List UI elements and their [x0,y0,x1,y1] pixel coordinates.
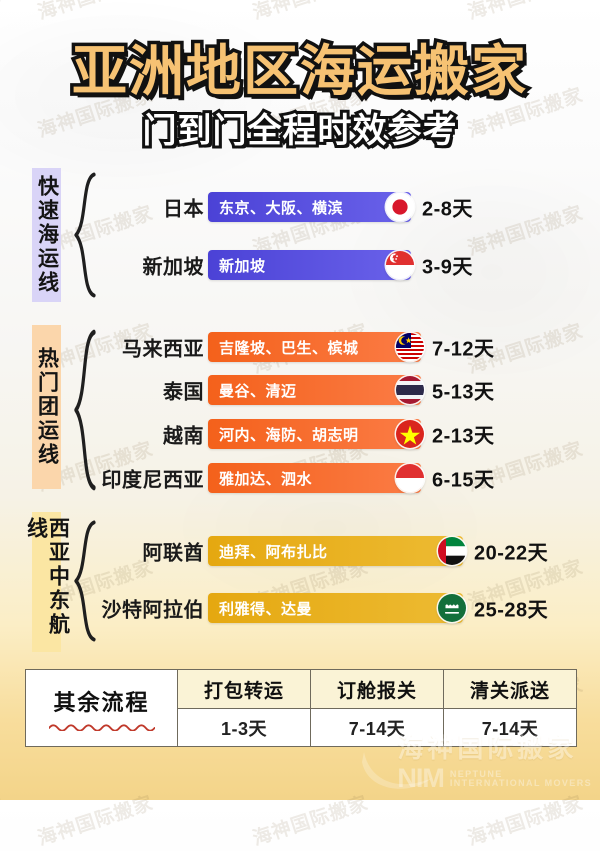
infographic-canvas: 亚洲地区海运搬家 门到门全程时效参考 快速海运线 日本 东京、大阪、横滨 2-8天新加… [0,36,600,794]
flag-thailand-icon [396,376,424,404]
city-list: 雅加达、泗水 [219,470,313,488]
flag-vietnam-icon [396,420,424,448]
transit-days: 5-13天 [432,381,495,404]
table-row-label-cell: 其余流程 [26,670,178,746]
table-value-cell: 7-14天 [348,718,406,739]
country-name: 阿联酋 [142,542,204,565]
flag-indonesia-icon [396,464,424,492]
page-title: 亚洲地区海运搬家 [68,37,529,106]
table-header-cell: 打包转运 [178,670,310,709]
route-bar: 曼谷、清迈 [208,375,421,405]
route-bar: 利雅得、达曼 [208,593,463,623]
country-name: 日本 [163,198,204,221]
country-name: 越南 [163,425,204,448]
city-list: 东京、大阪、横滨 [219,199,344,217]
group-label-3: 西亚中东航线 [25,512,70,652]
city-list: 曼谷、清迈 [219,382,297,400]
route-bar: 吉隆坡、巴生、槟城 [208,332,421,362]
transit-days: 20-22天 [474,542,549,565]
table-row-label: 其余流程 [53,690,150,715]
city-list: 河内、海防、胡志明 [219,426,359,444]
wavy-underline-icon [48,724,155,731]
city-list: 迪拜、阿布扎比 [219,543,328,561]
brand-nim-logo: NIM [397,763,444,793]
country-name: 沙特阿拉伯 [101,599,204,622]
flag-japan-icon [386,193,414,221]
table-column: 打包转运 1-3天 [178,670,311,746]
city-list: 吉隆坡、巴生、槟城 [219,339,359,357]
flag-saudi-icon [438,594,466,622]
route-row: 新加坡 新加坡 3-9天 [0,250,600,280]
table-column: 清关派送 7-14天 [444,670,576,746]
brand-cn-name: 海神国际搬家 [397,733,578,763]
route-row: 越南 河内、海防、胡志明 2-13天 [0,419,600,449]
group-brace-1 [72,172,98,298]
country-name: 泰国 [163,381,204,404]
transit-days: 3-9天 [422,256,473,279]
transit-days: 2-8天 [422,198,473,221]
group-label-2: 热门团运线 [32,325,61,489]
table-value-cell: 7-14天 [481,718,539,739]
route-bar: 河内、海防、胡志明 [208,419,421,449]
group-brace-2 [72,329,98,491]
route-row: 沙特阿拉伯 利雅得、达曼 25-28天 [0,593,600,623]
table-columns: 打包转运 1-3天 订舱报关 7-14天 清关派送 7-14天 [178,670,576,746]
group-label-1: 快速海运线 [32,168,61,302]
country-name: 印度尼西亚 [101,469,204,492]
route-row: 日本 东京、大阪、横滨 2-8天 [0,192,600,222]
brand-watermark: 海神国际搬家 NIM NEPTUNE INTERNATIONAL MOVERS [397,728,592,794]
flag-malaysia-icon [396,333,424,361]
other-process-table: 其余流程 打包转运 1-3天 订舱报关 7-14天 清关派送 7-14天 [25,669,577,747]
flag-singapore-icon [386,251,414,279]
route-row: 阿联酋 迪拜、阿布扎比 20-22天 [0,536,600,566]
brand-en-line2: INTERNATIONAL MOVERS [449,777,592,788]
route-bar: 新加坡 [208,250,411,280]
transit-days: 2-13天 [432,425,495,448]
route-bar: 雅加达、泗水 [208,463,421,493]
table-header-cell: 订舱报关 [311,670,443,709]
transit-days: 6-15天 [432,469,495,492]
country-name: 新加坡 [142,256,204,279]
flag-uae-icon [438,537,466,565]
transit-days: 7-12天 [432,338,495,361]
transit-days: 25-28天 [474,599,549,622]
brand-en-line1: NEPTUNE [449,768,503,779]
swoosh-logo-icon [362,752,432,789]
page-subtitle: 门到门全程时效参考 [140,109,460,153]
table-column: 订舱报关 7-14天 [311,670,444,746]
route-row: 印度尼西亚 雅加达、泗水 6-15天 [0,463,600,493]
route-bar: 东京、大阪、横滨 [208,192,411,222]
country-name: 马来西亚 [122,338,204,361]
table-header-cell: 清关派送 [444,670,576,709]
table-value-cell: 1-3天 [220,718,267,739]
group-brace-3 [72,520,98,642]
route-row: 泰国 曼谷、清迈 5-13天 [0,375,600,405]
city-list: 利雅得、达曼 [219,600,313,618]
route-bar: 迪拜、阿布扎比 [208,536,463,566]
city-list: 新加坡 [219,257,266,275]
route-row: 马来西亚 吉隆坡、巴生、槟城 7-12天 [0,332,600,362]
